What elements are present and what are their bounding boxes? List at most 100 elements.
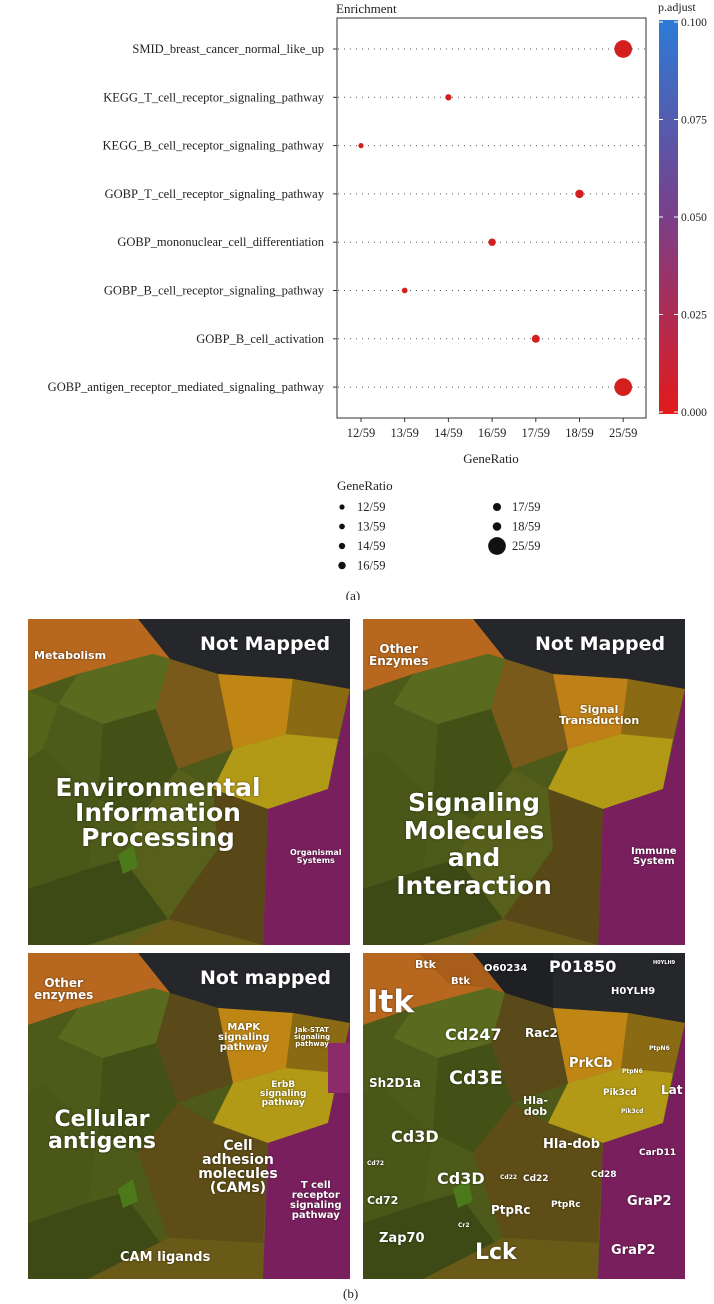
region-gold bbox=[218, 674, 293, 749]
label-grap2-b: GraP2 bbox=[611, 1243, 656, 1258]
data-point bbox=[531, 334, 540, 343]
label-mapk: MAPK signaling pathway bbox=[218, 1022, 270, 1053]
colorbar-title: p.adjust bbox=[658, 0, 696, 14]
x-axis-ticks: 12/59 13/59 14/59 16/59 17/59 18/59 25/59 bbox=[347, 418, 637, 440]
data-point bbox=[358, 143, 364, 149]
label-cd22-a: Cd22 bbox=[500, 1174, 518, 1181]
label-cd72-b: Cd72 bbox=[367, 1194, 399, 1207]
label-grap2-a: GraP2 bbox=[627, 1194, 672, 1209]
label-cellular-antigens: Cellular antigens bbox=[48, 1107, 156, 1154]
label-ptpn6-a: PtpN6 bbox=[649, 1045, 670, 1052]
label-btk-2: Btk bbox=[451, 976, 471, 987]
label-hla-dob-2: Hla-dob bbox=[543, 1137, 601, 1152]
label-cd72-a: Cd72 bbox=[367, 1160, 385, 1167]
treemap-kegg-class: Not Mapped Metabolism Environmental Info… bbox=[28, 619, 350, 945]
region-organismal bbox=[263, 689, 350, 945]
caption-a: (a) bbox=[346, 588, 360, 600]
colorbar-tick-label: 0.050 bbox=[681, 212, 707, 224]
data-point bbox=[401, 287, 408, 294]
label-h0ylh9-small: H0YLH9 bbox=[653, 960, 676, 966]
colorbar-tick-label: 0.075 bbox=[681, 115, 707, 127]
x-tick-label: 14/59 bbox=[434, 426, 462, 440]
size-legend-label: 18/59 bbox=[512, 520, 540, 534]
label-o60234: O60234 bbox=[484, 963, 528, 974]
label-lat: Lat bbox=[661, 1083, 683, 1097]
label-cd3d-1: Cd3D bbox=[391, 1127, 439, 1146]
treemap-genes: Btk Btk O60234 P01850 H0YLH9 H0YLH9 Itk … bbox=[363, 953, 685, 1279]
size-legend: 12/59 13/59 14/59 16/59 17/59 18/59 25/59 bbox=[338, 500, 540, 573]
treemap-pathways: Not mapped Other enzymes MAPK signaling … bbox=[28, 953, 350, 1279]
label-environmental: Environmental Information Processing bbox=[55, 773, 261, 852]
y-tick-label: GOBP_B_cell_receptor_signaling_pathway bbox=[104, 284, 325, 298]
label-rac2: Rac2 bbox=[525, 1026, 558, 1040]
y-tick-label: KEGG_T_cell_receptor_signaling_pathway bbox=[103, 90, 325, 104]
x-tick-label: 25/59 bbox=[609, 426, 637, 440]
colorbar bbox=[659, 20, 678, 414]
y-tick-label: KEGG_B_cell_receptor_signaling_pathway bbox=[103, 139, 325, 153]
size-legend-title: GeneRatio bbox=[337, 478, 393, 493]
data-point bbox=[445, 94, 452, 101]
label-cd28: Cd28 bbox=[591, 1170, 617, 1180]
label-card11: CarD11 bbox=[639, 1148, 677, 1158]
label-cam-ligands: CAM ligands bbox=[120, 1250, 211, 1265]
label-sh2d1a: Sh2D1a bbox=[369, 1076, 421, 1090]
size-legend-dot bbox=[338, 561, 346, 570]
label-other-enzymes: Other enzymes bbox=[34, 976, 94, 1002]
x-tick-label: 13/59 bbox=[390, 426, 418, 440]
label-btk-1: Btk bbox=[415, 958, 436, 971]
data-point bbox=[575, 189, 584, 199]
label-tcell-receptor: T cell receptor signaling pathway bbox=[290, 1180, 342, 1221]
caption-b: (b) bbox=[343, 1286, 359, 1301]
label-cd3e: Cd3E bbox=[449, 1067, 503, 1089]
label-pik3cd-1: Pik3cd bbox=[603, 1088, 637, 1098]
label-zap70: Zap70 bbox=[379, 1231, 425, 1246]
size-legend-label: 12/59 bbox=[357, 500, 385, 514]
label-cd3d-2: Cd3D bbox=[437, 1169, 485, 1188]
x-tick-label: 16/59 bbox=[478, 426, 506, 440]
data-point bbox=[614, 378, 633, 396]
x-tick-label: 17/59 bbox=[522, 426, 550, 440]
label-organismal: Organismal Systems bbox=[290, 848, 342, 865]
label-signal-transduction: Signal Transduction bbox=[559, 703, 640, 727]
y-tick-label: GOBP_T_cell_receptor_signaling_pathway bbox=[105, 187, 325, 201]
label-metabolism: Metabolism bbox=[34, 649, 107, 662]
plot-panel bbox=[336, 17, 647, 419]
label-prkcb: PrkCb bbox=[569, 1056, 613, 1071]
label-ptpn6-b: PtpN6 bbox=[622, 1068, 643, 1075]
size-legend-label: 17/59 bbox=[512, 500, 540, 514]
data-point bbox=[488, 238, 496, 246]
label-erbb: ErbB signaling pathway bbox=[260, 1080, 307, 1108]
size-legend-label: 13/59 bbox=[357, 520, 385, 534]
label-jak-stat: Jak-STAT signaling pathway bbox=[294, 1026, 331, 1048]
size-legend-dot bbox=[488, 537, 506, 555]
x-axis-label: GeneRatio bbox=[463, 451, 519, 466]
region-orange-mid bbox=[156, 659, 233, 769]
enrichment-dot-plot: Enrichment SMID_breast_cancer_normal_lik… bbox=[48, 0, 707, 600]
label-cr2: Cr2 bbox=[458, 1222, 470, 1229]
label-p01850: P01850 bbox=[549, 957, 617, 976]
y-tick-label: GOBP_B_cell_activation bbox=[196, 332, 325, 346]
label-other-enzymes: Other Enzymes bbox=[369, 642, 429, 668]
label-cd247: Cd247 bbox=[445, 1025, 502, 1044]
colorbar-ticks: 0.100 0.075 0.050 0.025 0.000 bbox=[659, 17, 707, 419]
label-not-mapped: Not mapped bbox=[200, 967, 331, 989]
y-tick-label: GOBP_antigen_receptor_mediated_signaling… bbox=[48, 380, 325, 394]
size-legend-label: 25/59 bbox=[512, 539, 540, 553]
colorbar-tick-label: 0.100 bbox=[681, 17, 707, 29]
chart-title: Enrichment bbox=[336, 1, 397, 16]
label-itk: Itk bbox=[367, 984, 414, 1020]
label-ptprc-1: PtpRc bbox=[491, 1203, 531, 1217]
x-tick-label: 12/59 bbox=[347, 426, 375, 440]
y-axis-labels: SMID_breast_cancer_normal_like_up KEGG_T_… bbox=[48, 42, 325, 394]
label-signaling-molecules: Signaling Molecules and Interaction bbox=[396, 788, 552, 900]
treemap-kegg-subclass: Not Mapped Other Enzymes Signal Transduc… bbox=[363, 619, 685, 945]
colorbar-tick-label: 0.025 bbox=[681, 310, 707, 322]
label-cams: Cell adhesion molecules (CAMs) bbox=[198, 1138, 278, 1196]
size-legend-dot bbox=[339, 523, 345, 530]
y-tick-label: SMID_breast_cancer_normal_like_up bbox=[132, 42, 324, 56]
size-legend-label: 16/59 bbox=[357, 559, 385, 573]
colorbar-tick-label: 0.000 bbox=[681, 407, 707, 419]
label-not-mapped: Not Mapped bbox=[535, 633, 666, 655]
size-legend-label: 14/59 bbox=[357, 539, 385, 553]
size-legend-dot bbox=[338, 542, 346, 550]
